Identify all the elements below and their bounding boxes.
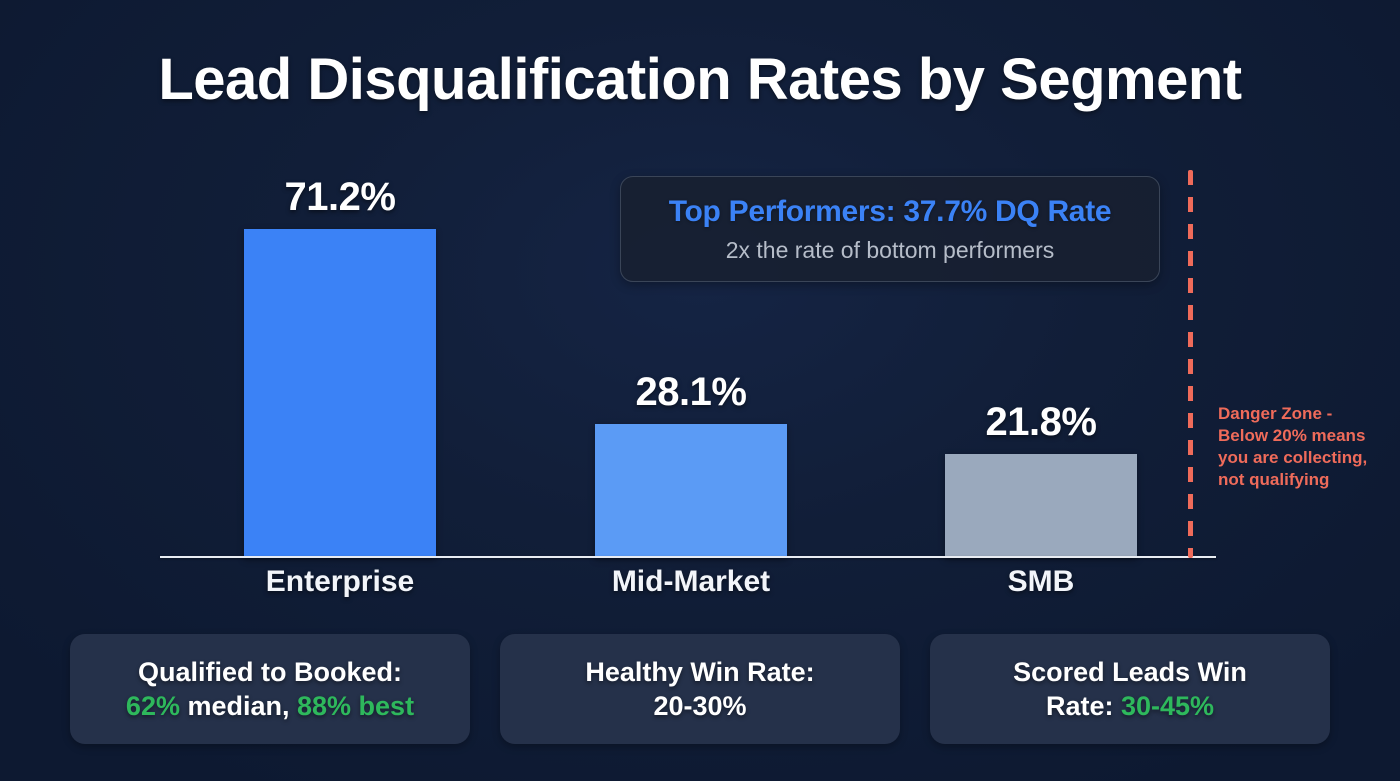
stat-card-accent-value: 88% best [297,691,415,721]
bar-value-label: 28.1% [635,370,747,414]
x-axis-label-enterprise: Enterprise [265,565,415,598]
stat-card-line1: Healthy Win Rate: [585,657,815,687]
page-title: Lead Disqualification Rates by Segment [158,47,1242,112]
plot-area [160,150,1216,558]
bar-value-label: 71.2% [284,175,396,219]
callout-subtext: 2x the rate of bottom performers [725,236,1055,263]
stat-card-text: Healthy Win Rate: 20-30% [585,655,814,723]
danger-zone-label: Danger Zone - Below 20% means you are co… [1218,404,1368,489]
x-axis-line [160,556,1216,558]
bar-mid-market [595,424,787,558]
top-performers-callout: Top Performers: 37.7% DQ Rate 2x the rat… [620,176,1160,282]
stat-card-text: Qualified to Booked: 62% median, 88% best [126,655,414,723]
stat-card-accent-value: 30-45% [1120,691,1215,721]
bar-value-label: 21.8% [985,400,1097,444]
stat-cards-row: Qualified to Booked: 62% median, 88% best… [70,634,1330,744]
stat-card-line2: median, [179,691,297,721]
bar-smb [945,454,1137,558]
bar-enterprise [244,229,436,558]
stat-card: Healthy Win Rate: 20-30% [500,634,900,744]
stat-card-accent-value: 62% [125,691,180,721]
x-axis-label-smb: SMB [1007,565,1075,598]
stat-card-line2: 20-30% [653,691,747,721]
callout-headline: Top Performers: 37.7% DQ Rate [668,194,1112,228]
stat-card: Scored Leads Win Rate: 30-45% [930,634,1330,744]
stat-card-line2: Rate: [1045,691,1121,721]
stat-card-line1: Qualified to Booked: [137,657,402,687]
stat-card: Qualified to Booked: 62% median, 88% best [70,634,470,744]
stat-card-line1: Scored Leads Win [1013,657,1247,687]
danger-threshold-line [1188,170,1193,558]
x-axis-label-mid-market: Mid-Market [611,565,771,598]
stat-card-text: Scored Leads Win Rate: 30-45% [1013,655,1247,723]
